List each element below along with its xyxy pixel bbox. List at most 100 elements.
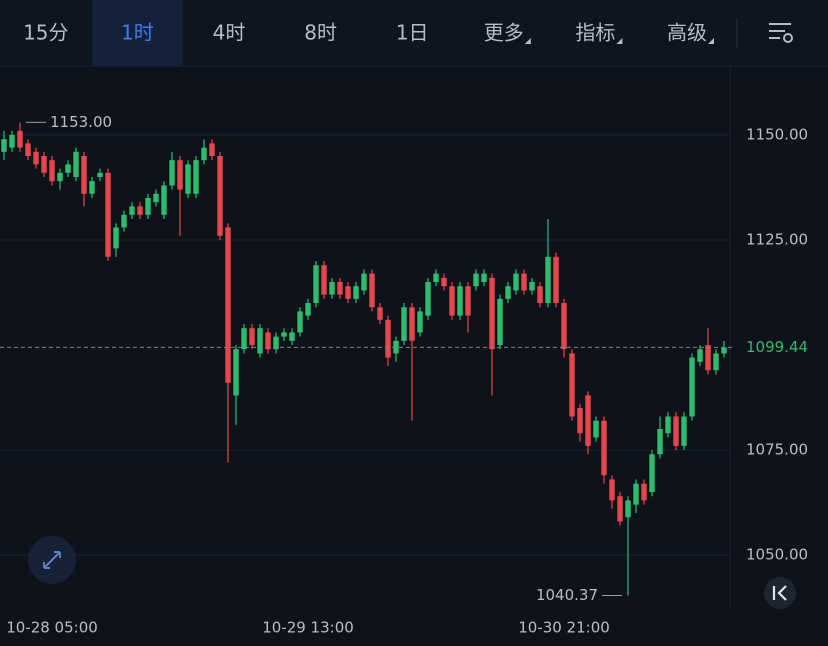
- candle-body: [641, 483, 647, 501]
- plot: [0, 122, 730, 596]
- candle-body: [161, 185, 167, 215]
- scroll-latest-button[interactable]: [764, 577, 796, 609]
- candle-body: [25, 143, 31, 157]
- candle-body: [17, 130, 23, 148]
- candle-body: [361, 273, 367, 291]
- candle-body: [465, 286, 471, 316]
- candle-body: [617, 496, 623, 522]
- candle-body: [433, 273, 439, 283]
- candle-body: [681, 416, 687, 446]
- candle-body: [401, 307, 407, 341]
- candle-body: [129, 206, 135, 215]
- candle-body: [97, 172, 103, 178]
- candle-body: [673, 416, 679, 446]
- candle-body: [609, 479, 615, 501]
- candle-body: [601, 420, 607, 476]
- tab[interactable]: 1时: [121, 21, 154, 45]
- expand-button[interactable]: [28, 536, 76, 584]
- candle-body: [289, 332, 295, 341]
- last-price-bg: [738, 335, 828, 360]
- candle-body: [209, 143, 215, 157]
- candle-body: [561, 303, 567, 350]
- candle-body: [665, 416, 671, 434]
- low-marker-label: 1040.37: [536, 586, 598, 604]
- candle-body: [297, 311, 303, 333]
- candle-body: [185, 164, 191, 194]
- x-tick-label: 10-30 21:00: [518, 619, 610, 637]
- candle-body: [33, 151, 39, 165]
- candle-body: [1, 139, 7, 152]
- candle-body: [705, 345, 711, 371]
- tab[interactable]: 更多: [484, 21, 524, 45]
- dropdown-arrow: [616, 38, 623, 44]
- candle-body: [249, 328, 255, 346]
- candle-body: [553, 256, 559, 304]
- high-marker-label: 1153.00: [50, 113, 112, 131]
- candle-body: [569, 353, 575, 417]
- candle-body: [193, 160, 199, 194]
- candle-body: [9, 135, 15, 148]
- candle-body: [521, 273, 527, 291]
- settings-icon[interactable]: [769, 23, 793, 43]
- candle-body: [377, 307, 383, 320]
- candle-body: [121, 214, 127, 228]
- candle-body: [537, 286, 543, 304]
- candle-body: [577, 408, 583, 434]
- candle-body: [425, 282, 431, 316]
- candle-body: [225, 227, 231, 383]
- candle-body: [65, 164, 71, 173]
- candle-body: [265, 332, 271, 350]
- candle-body: [513, 273, 519, 291]
- tab[interactable]: 指标: [575, 21, 615, 45]
- candle-body: [633, 483, 639, 505]
- candle-body: [441, 277, 447, 287]
- tab[interactable]: 1日: [396, 21, 429, 45]
- y-tick-label: 1050.00: [746, 546, 808, 564]
- candle-body: [529, 282, 535, 291]
- tab[interactable]: 高级: [667, 21, 707, 45]
- candle-body: [449, 286, 455, 316]
- candle-body: [233, 349, 239, 396]
- candle-body: [649, 454, 655, 493]
- candle-body: [329, 282, 335, 295]
- candle-body: [481, 273, 487, 283]
- candle-body: [697, 349, 703, 362]
- candle-body: [145, 198, 151, 215]
- candle-body: [49, 160, 55, 182]
- candle-body: [353, 286, 359, 299]
- candle-body: [713, 353, 719, 371]
- active-tab-bg: [92, 0, 183, 66]
- candle-body: [625, 500, 631, 518]
- candle-body: [337, 282, 343, 295]
- candle-body: [281, 332, 287, 337]
- candle-body: [89, 181, 95, 194]
- candle-body: [169, 160, 175, 186]
- candle-body: [385, 319, 391, 358]
- y-tick-label: 1150.00: [746, 126, 808, 144]
- candle-body: [241, 328, 247, 350]
- candle-body: [313, 265, 319, 304]
- dropdown-arrow: [524, 38, 531, 44]
- candle-body: [417, 311, 423, 333]
- tab[interactable]: 8时: [304, 21, 337, 45]
- candle-body: [345, 286, 351, 299]
- candle-body: [545, 256, 551, 304]
- candle-body: [593, 420, 599, 438]
- candle-body: [41, 156, 47, 173]
- y-tick-label: 1125.00: [746, 231, 808, 249]
- candle-body: [137, 206, 143, 215]
- tab[interactable]: 4时: [213, 21, 246, 45]
- tab[interactable]: 15分: [23, 21, 68, 45]
- candle-body: [497, 298, 503, 346]
- candle-body: [201, 147, 207, 161]
- candle-body: [305, 303, 311, 316]
- candle-body: [457, 286, 463, 316]
- candle-body: [585, 395, 591, 446]
- candle-body: [321, 265, 327, 295]
- last-price-label: 1099.44: [746, 338, 808, 356]
- y-tick-label: 1075.00: [746, 441, 808, 459]
- candle-body: [73, 151, 79, 178]
- x-tick-label: 10-29 13:00: [262, 619, 354, 637]
